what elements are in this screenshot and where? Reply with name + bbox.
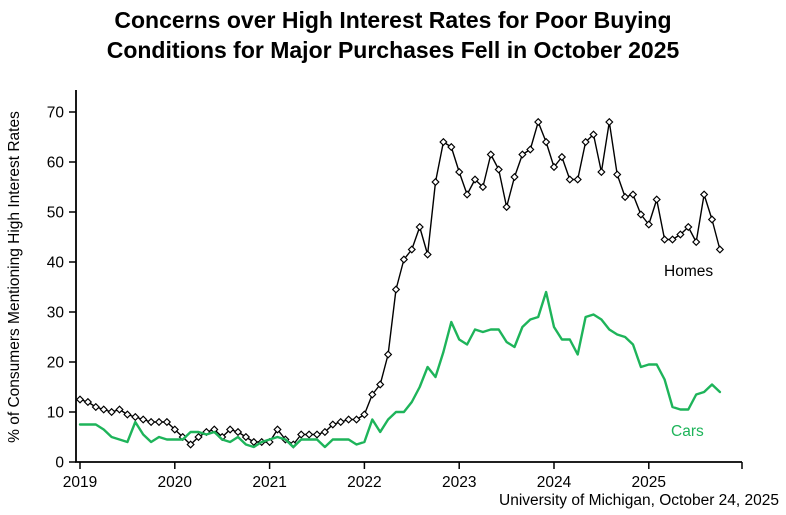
homes-marker (581, 137, 590, 147)
homes-marker (534, 117, 543, 127)
homes-marker (194, 432, 203, 442)
series-label-cars: Cars (671, 423, 704, 440)
homes-marker (565, 175, 574, 184)
y-tick-label: 30 (47, 305, 65, 322)
homes-marker (154, 417, 164, 427)
series-label-homes: Homes (664, 263, 714, 280)
homes-marker (518, 150, 527, 159)
homes-marker (676, 230, 685, 239)
y-tick-label: 0 (55, 455, 64, 472)
homes-marker (75, 395, 85, 404)
homes-marker (368, 390, 377, 399)
y-tick-label: 70 (47, 105, 65, 122)
x-tick-label: 2023 (442, 474, 476, 491)
homes-marker (620, 192, 630, 202)
homes-marker (170, 425, 179, 434)
homes-marker (636, 210, 646, 219)
homes-marker (336, 417, 345, 427)
homes-marker (304, 430, 314, 439)
homes-marker (297, 430, 306, 439)
homes-marker (249, 437, 258, 447)
homes-marker (652, 195, 661, 204)
homes-marker (423, 250, 432, 259)
homes-marker (415, 222, 424, 232)
homes-marker (510, 172, 519, 182)
x-tick-label: 2022 (347, 474, 381, 491)
homes-marker (99, 405, 108, 414)
x-tick-label: 2021 (252, 474, 286, 491)
homes-marker (494, 165, 503, 174)
homes-marker (541, 137, 551, 147)
homes-marker (383, 350, 393, 359)
homes-marker (241, 432, 251, 442)
homes-marker (146, 417, 156, 427)
homes-marker (692, 237, 701, 247)
homes-marker (447, 142, 456, 152)
homes-marker (597, 167, 606, 177)
page-title-line1: Concerns over High Interest Rates for Po… (114, 7, 672, 33)
homes-marker (273, 425, 282, 434)
homes-marker (573, 175, 582, 184)
homes-marker (644, 220, 653, 229)
homes-marker (660, 235, 669, 244)
homes-line (79, 121, 721, 446)
y-tick-label: 50 (47, 205, 65, 222)
y-tick-label: 60 (47, 155, 65, 172)
homes-marker (478, 182, 488, 192)
homes-marker (502, 202, 511, 212)
page-title: Concerns over High Interest Rates for Po… (0, 5, 786, 65)
homes-marker (557, 152, 567, 162)
x-tick-label: 2020 (158, 474, 193, 491)
homes-marker (115, 405, 124, 414)
homes-marker (186, 440, 195, 449)
homes-marker (628, 190, 638, 199)
homes-marker (431, 177, 440, 187)
y-tick-label: 40 (47, 255, 65, 272)
homes-marker (91, 402, 100, 412)
homes-marker (312, 430, 322, 439)
y-tick-label: 10 (47, 405, 65, 422)
homes-marker (391, 285, 401, 294)
homes-marker (605, 117, 614, 127)
homes-marker (225, 425, 235, 434)
x-tick-label: 2025 (632, 474, 666, 491)
homes-marker (360, 410, 369, 419)
homes-marker (526, 145, 535, 154)
homes-marker (707, 215, 717, 224)
homes-marker (320, 427, 330, 437)
homes-marker (83, 397, 93, 407)
homes-marker (352, 415, 361, 424)
homes-marker (589, 130, 598, 139)
y-tick-label: 20 (47, 355, 65, 372)
homes-marker (376, 380, 385, 389)
homes-marker (328, 420, 337, 429)
homes-marker (455, 167, 464, 177)
homes-marker (131, 412, 140, 422)
homes-marker (162, 417, 172, 427)
homes-marker (470, 175, 480, 184)
x-tick-label: 2019 (63, 474, 97, 491)
homes-marker (715, 245, 725, 254)
homes-marker (107, 407, 116, 417)
homes-marker (613, 170, 622, 179)
homes-marker (699, 190, 709, 199)
homes-marker (684, 222, 693, 232)
homes-marker (233, 427, 243, 437)
homes-marker (407, 245, 416, 254)
homes-marker (549, 162, 559, 172)
homes-marker (399, 255, 409, 264)
page-title-line2: Conditions for Major Purchases Fell in O… (106, 37, 680, 63)
homes-marker (439, 137, 448, 147)
homes-marker (668, 235, 677, 244)
homes-marker (462, 190, 472, 199)
cars-line (78, 290, 722, 449)
x-tick-label: 2024 (537, 474, 572, 491)
attribution: University of Michigan, October 24, 2025 (499, 492, 779, 509)
homes-marker (344, 415, 353, 424)
homes-marker (139, 415, 148, 424)
homes-marker (486, 150, 495, 159)
homes-marker (123, 410, 132, 419)
